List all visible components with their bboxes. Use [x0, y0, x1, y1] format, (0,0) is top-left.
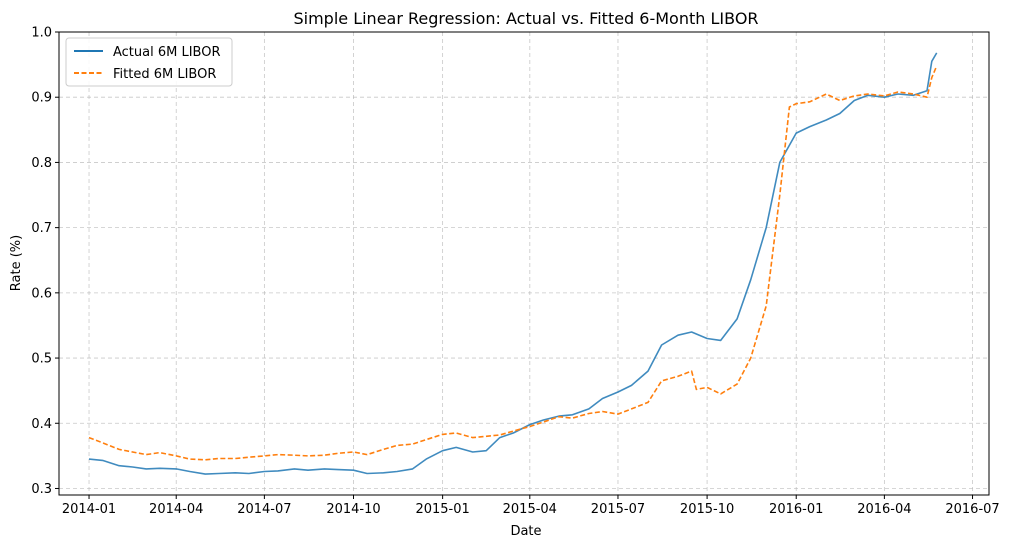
series-line-fitted — [88, 65, 938, 461]
y-tick-label: 0.8 — [31, 156, 52, 171]
y-tick-label: 0.5 — [31, 352, 52, 367]
y-tick-label: 0.7 — [31, 221, 52, 236]
x-tick-label: 2016-01 — [769, 502, 823, 517]
legend-box — [65, 37, 233, 87]
x-tick-label: 2015-04 — [503, 502, 557, 517]
y-axis-label: Rate (%) — [9, 235, 24, 291]
x-tick-label: 2015-10 — [680, 502, 734, 517]
x-tick-label: 2014-01 — [62, 502, 116, 517]
x-tick-label: 2014-04 — [149, 502, 203, 517]
y-tick-label: 0.4 — [31, 417, 52, 432]
plot-frame — [58, 31, 990, 496]
x-tick-label: 2015-01 — [415, 502, 469, 517]
legend: Actual 6M LIBOR Fitted 6M LIBOR — [65, 37, 233, 87]
y-tick-label: 0.3 — [31, 482, 52, 497]
y-tick-label: 0.9 — [31, 91, 52, 106]
x-tick-label: 2014-07 — [237, 502, 291, 517]
series-lines — [88, 52, 938, 475]
x-tick-label: 2016-07 — [945, 502, 999, 517]
x-tick-label: 2015-07 — [591, 502, 645, 517]
y-axis-ticks: 0.3 0.4 0.5 0.6 0.7 0.8 0.9 1.0 — [31, 26, 59, 497]
y-tick-label: 0.6 — [31, 286, 52, 301]
y-tick-label: 1.0 — [31, 26, 52, 41]
x-tick-label: 2016-04 — [857, 502, 911, 517]
legend-label-fitted: Fitted 6M LIBOR — [113, 67, 216, 82]
x-axis-ticks: 2014-01 2014-04 2014-07 2014-10 2015-01 2015-… — [62, 495, 1000, 517]
grid — [59, 31, 989, 495]
legend-label-actual: Actual 6M LIBOR — [113, 45, 221, 60]
series-line-actual — [88, 52, 938, 475]
chart-title: Simple Linear Regression: Actual vs. Fit… — [293, 9, 758, 28]
x-tick-label: 2014-10 — [326, 502, 380, 517]
x-axis-label: Date — [510, 524, 541, 539]
